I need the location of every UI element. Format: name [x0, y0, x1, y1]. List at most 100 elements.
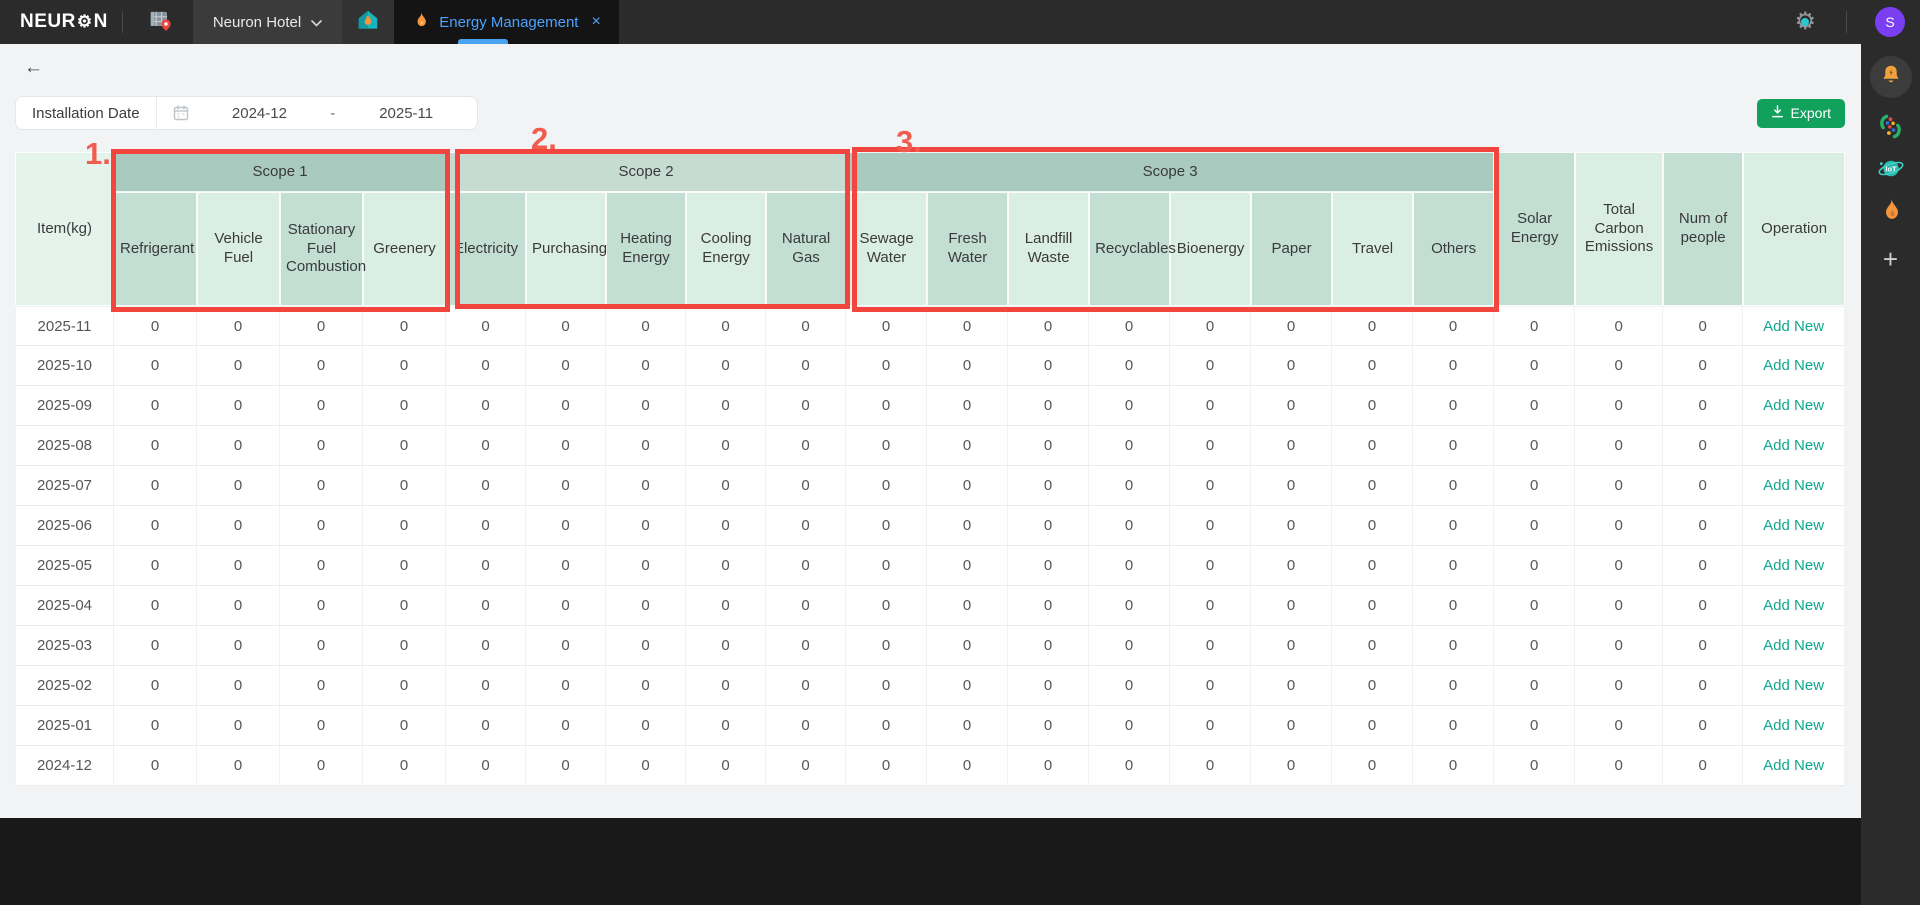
iot-icon[interactable]: IoT — [1877, 154, 1905, 182]
value-cell: 0 — [1008, 626, 1090, 666]
energy-table-wrap: Item(kg) Scope 1 Scope 2 Scope 3 Solar Energ… — [15, 121, 1846, 786]
value-cell: 0 — [1575, 346, 1664, 386]
value-cell: 0 — [686, 426, 767, 466]
add-new-link[interactable]: Add New — [1763, 517, 1825, 534]
value-cell: 0 — [686, 746, 767, 786]
value-cell: 0 — [363, 626, 447, 666]
table-row: 2025-06 0 0 0 0 0 0 0 0 0 0 0 0 0 0 0 0 0 0 0 0 Add New — [15, 506, 1846, 546]
add-new-link[interactable]: Add New — [1763, 357, 1825, 374]
user-avatar[interactable]: S — [1875, 7, 1905, 37]
row-item-label: 2024-12 — [15, 746, 114, 786]
energy-flame-icon[interactable] — [1877, 196, 1905, 224]
add-new-link[interactable]: Add New — [1763, 477, 1825, 494]
installation-date-filter: Installation Date 2024-12 - 2025-11 — [15, 96, 478, 130]
value-cell: 0 — [197, 306, 280, 346]
value-cell: 0 — [846, 546, 928, 586]
value-cell: 0 — [114, 306, 197, 346]
add-new-link[interactable]: Add New — [1763, 597, 1825, 614]
value-cell: 0 — [1332, 466, 1414, 506]
table-row: 2025-11 0 0 0 0 0 0 0 0 0 0 0 0 0 0 0 0 0 0 0 0 Add New — [15, 306, 1846, 346]
value-cell: 0 — [766, 586, 847, 626]
value-cell: 0 — [526, 586, 607, 626]
column-header: Landfill Waste — [1008, 192, 1090, 306]
value-cell: 0 — [606, 506, 687, 546]
value-cell: 0 — [1251, 746, 1333, 786]
tab-energy-management[interactable]: Energy Management × — [394, 0, 619, 44]
map-button[interactable] — [137, 0, 183, 44]
table-row: 2025-04 0 0 0 0 0 0 0 0 0 0 0 0 0 0 0 0 0 0 0 0 Add New — [15, 586, 1846, 626]
right-sidebar: IoT + — [1861, 44, 1920, 905]
add-new-link[interactable]: Add New — [1763, 757, 1825, 774]
table-row: 2025-02 0 0 0 0 0 0 0 0 0 0 0 0 0 0 0 0 0 0 0 0 Add New — [15, 666, 1846, 706]
house-icon — [355, 7, 381, 38]
value-cell: 0 — [1494, 546, 1576, 586]
notifications-button[interactable] — [1869, 56, 1912, 98]
date-from-input[interactable]: 2024-12 — [231, 104, 287, 122]
operation-cell: Add New — [1743, 426, 1846, 466]
group-header-scope-2: Scope 2 — [446, 152, 847, 192]
column-header-num-of-people: Num of people — [1663, 152, 1744, 306]
value-cell: 0 — [766, 466, 847, 506]
value-cell: 0 — [927, 346, 1009, 386]
value-cell: 0 — [1008, 306, 1090, 346]
date-to-input[interactable]: 2025-11 — [379, 104, 434, 122]
topbar-divider — [121, 11, 123, 33]
value-cell: 0 — [1251, 666, 1333, 706]
value-cell: 0 — [363, 346, 447, 386]
value-cell: 0 — [446, 586, 527, 626]
value-cell: 0 — [1332, 666, 1414, 706]
value-cell: 0 — [197, 506, 280, 546]
column-header: Vehicle Fuel — [197, 192, 280, 306]
value-cell: 0 — [1413, 346, 1495, 386]
value-cell: 0 — [526, 426, 607, 466]
add-new-link[interactable]: Add New — [1763, 437, 1825, 454]
neuron-app-icon[interactable] — [1877, 112, 1905, 140]
column-header-solar-energy: Solar Energy — [1494, 152, 1576, 306]
value-cell: 0 — [363, 466, 447, 506]
back-button[interactable]: ← — [24, 57, 43, 78]
add-new-link[interactable]: Add New — [1763, 557, 1825, 574]
value-cell: 0 — [197, 626, 280, 666]
column-header: Natural Gas — [766, 192, 847, 306]
value-cell: 0 — [446, 626, 527, 666]
value-cell: 0 — [1413, 626, 1495, 666]
value-cell: 0 — [1575, 626, 1664, 666]
value-cell: 0 — [927, 386, 1009, 426]
value-cell: 0 — [526, 706, 607, 746]
value-cell: 0 — [927, 666, 1009, 706]
value-cell: 0 — [686, 506, 767, 546]
column-header: Recyclables — [1089, 192, 1176, 306]
value-cell: 0 — [1089, 346, 1171, 386]
settings-button[interactable]: ⚙ — [1794, 0, 1816, 44]
value-cell: 0 — [1170, 346, 1252, 386]
add-new-link[interactable]: Add New — [1763, 677, 1825, 694]
value-cell: 0 — [1008, 346, 1090, 386]
add-new-link[interactable]: Add New — [1763, 317, 1825, 335]
add-new-link[interactable]: Add New — [1763, 637, 1825, 654]
add-widget-button[interactable]: + — [1882, 244, 1899, 274]
value-cell: 0 — [1413, 506, 1495, 546]
workspace-label: Neuron Hotel — [212, 13, 302, 31]
export-button[interactable]: Export — [1756, 98, 1845, 128]
operation-cell: Add New — [1743, 586, 1846, 626]
table-row: 2024-12 0 0 0 0 0 0 0 0 0 0 0 0 0 0 0 0 0 0 0 0 Add New — [15, 746, 1846, 786]
value-cell: 0 — [114, 706, 197, 746]
workspace-selector[interactable]: Neuron Hotel — [192, 0, 343, 44]
add-new-link[interactable]: Add New — [1763, 717, 1825, 734]
tab-close-icon[interactable]: × — [591, 13, 601, 30]
table-row: 2025-07 0 0 0 0 0 0 0 0 0 0 0 0 0 0 0 0 0 0 0 0 Add New — [15, 466, 1846, 506]
value-cell: 0 — [766, 626, 847, 666]
row-item-label: 2025-03 — [15, 626, 114, 666]
home-button[interactable] — [342, 0, 395, 44]
toolbar: Installation Date 2024-12 - 2025-11 Expo… — [15, 96, 1845, 130]
calendar-icon — [173, 105, 189, 121]
row-item-label: 2025-06 — [15, 506, 114, 546]
value-cell: 0 — [1170, 426, 1252, 466]
column-header: Bioenergy — [1170, 192, 1252, 306]
value-cell: 0 — [1575, 546, 1664, 586]
add-new-link[interactable]: Add New — [1763, 397, 1825, 414]
logo-text: NEUR — [20, 11, 76, 32]
value-cell: 0 — [280, 346, 363, 386]
operation-cell: Add New — [1743, 546, 1846, 586]
value-cell: 0 — [1494, 626, 1576, 666]
